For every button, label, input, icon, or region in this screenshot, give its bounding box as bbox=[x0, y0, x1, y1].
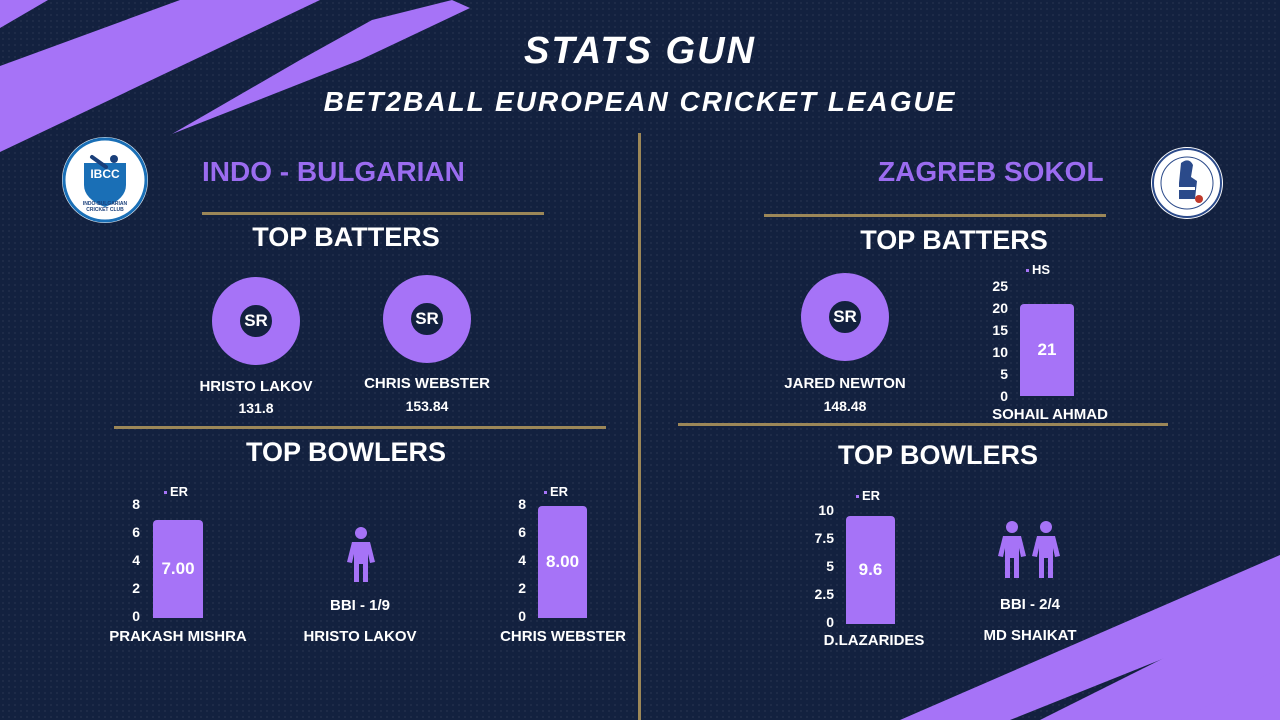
er-chart-prakash: ER 8 6 4 2 0 7.00 PRAKASH MISHRA bbox=[109, 484, 280, 654]
tick-label: 0 bbox=[826, 614, 834, 630]
batter-value: 153.84 bbox=[405, 398, 449, 414]
top-batters-title-right: TOP BATTERS bbox=[860, 225, 1048, 255]
divider-left-top bbox=[202, 212, 544, 215]
bowler-name: MD SHAIKAT bbox=[983, 627, 1077, 644]
sr-label: SR bbox=[244, 311, 268, 330]
bar-value: 7.00 bbox=[161, 559, 195, 578]
batter-name: CHRIS WEBSTER bbox=[364, 375, 490, 392]
tick-label: 2 bbox=[132, 580, 140, 596]
batter-sr-ring: SR bbox=[801, 273, 889, 361]
top-batters-title-left: TOP BATTERS bbox=[252, 222, 440, 252]
er-chart-lazarides: ER 10 7.5 5 2.5 0 9.6 D.LAZARIDES bbox=[804, 488, 964, 658]
tick-label: 20 bbox=[992, 300, 1008, 316]
bowler-name: PRAKASH MISHRA bbox=[109, 628, 247, 645]
tick-label: 8 bbox=[518, 496, 526, 512]
er-bar: 7.00 bbox=[153, 520, 203, 618]
bar-value: 21 bbox=[1037, 340, 1057, 359]
tick-label: 5 bbox=[1000, 366, 1008, 382]
tick-label: 8 bbox=[132, 496, 140, 512]
tick-label: 25 bbox=[992, 278, 1008, 294]
team-name-right: ZAGREB SOKOL bbox=[878, 156, 1104, 187]
divider-left-mid bbox=[114, 426, 606, 429]
top-bowlers-title-right: TOP BOWLERS bbox=[837, 440, 1039, 470]
tick-label: 0 bbox=[132, 608, 140, 624]
tick-label: 10 bbox=[992, 344, 1008, 360]
tick-label: 0 bbox=[1000, 388, 1008, 404]
sr-label: SR bbox=[833, 307, 857, 326]
bowler-name: CHRIS WEBSTER bbox=[500, 628, 626, 645]
chart-legend: ER bbox=[544, 484, 568, 499]
chart-legend: ER bbox=[164, 484, 188, 499]
batter-value: 148.48 bbox=[823, 398, 867, 414]
bbi-value: BBI - 2/4 bbox=[999, 596, 1060, 613]
person-icon bbox=[995, 520, 1065, 580]
page-subtitle: BET2BALL EUROPEAN CRICKET LEAGUE bbox=[323, 86, 957, 117]
top-bowlers-title-left: TOP BOWLERS bbox=[245, 437, 447, 467]
sr-label: SR bbox=[415, 309, 439, 328]
batter-name: JARED NEWTON bbox=[784, 375, 906, 392]
bar-value: 9.6 bbox=[858, 560, 883, 579]
ibcc-logo: IBCC INDO-BULGARIAN CRICKET CLUB bbox=[62, 137, 148, 223]
tick-label: 2.5 bbox=[814, 586, 834, 602]
divider-right-top bbox=[764, 214, 1106, 217]
tick-label: 6 bbox=[518, 524, 526, 540]
hs-bar: 21 bbox=[1020, 304, 1074, 396]
er-bar: 8.00 bbox=[538, 506, 587, 618]
tick-label: 5 bbox=[826, 558, 834, 574]
person-icon bbox=[344, 526, 378, 584]
zagreb-sokol-logo bbox=[1151, 147, 1223, 219]
tick-label: 15 bbox=[992, 322, 1008, 338]
tick-label: 10 bbox=[818, 502, 834, 518]
bar-value: 8.00 bbox=[545, 552, 580, 571]
er-bar: 9.6 bbox=[846, 516, 895, 624]
tick-label: 4 bbox=[132, 552, 140, 568]
batter-sr-ring: SR bbox=[212, 277, 300, 365]
bbi-value: BBI - 1/9 bbox=[329, 597, 390, 614]
batter-name: SOHAIL AHMAD bbox=[992, 406, 1108, 423]
tick-label: 0 bbox=[518, 608, 526, 624]
chart-legend: HS bbox=[1026, 262, 1050, 277]
batter-value: 131.8 bbox=[238, 400, 274, 416]
bowler-name: HRISTO LAKOV bbox=[303, 628, 417, 645]
team-name-left: INDO - BULGARIAN bbox=[202, 156, 465, 187]
tick-label: 6 bbox=[132, 524, 140, 540]
er-chart-webster: ER 8 6 4 2 0 8.00 CHRIS WEBSTER bbox=[496, 484, 666, 654]
chart-legend: ER bbox=[856, 488, 880, 503]
logo-abbr: IBCC bbox=[90, 167, 120, 181]
divider-right-mid bbox=[678, 423, 1168, 426]
tick-label: 2 bbox=[518, 580, 526, 596]
center-divider bbox=[638, 133, 641, 720]
logo-text: INDO-BULGARIAN CRICKET CLUB bbox=[82, 201, 128, 213]
tick-label: 4 bbox=[518, 552, 526, 568]
page-title: STATS GUN bbox=[524, 30, 756, 72]
hs-chart-sohail: HS 25 20 15 10 5 0 21 SOHAIL AHMAD bbox=[978, 262, 1128, 432]
tick-label: 7.5 bbox=[814, 530, 834, 546]
batter-sr-ring: SR bbox=[383, 275, 471, 363]
bowler-name: D.LAZARIDES bbox=[823, 632, 925, 649]
batter-name: HRISTO LAKOV bbox=[199, 378, 313, 395]
